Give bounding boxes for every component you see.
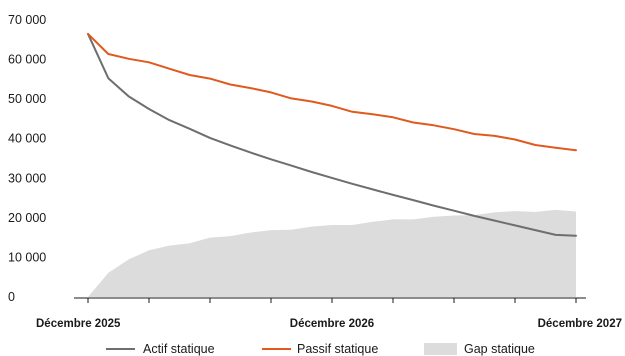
legend-label: Passif statique [297,342,378,356]
legend-item-passif-statique: Passif statique [262,342,378,356]
legend-label: Actif statique [143,342,215,356]
legend-swatch [424,343,457,355]
legend: Actif statique Passif statique Gap statiqu… [106,342,535,356]
line-layer [87,32,577,237]
x-tick-label: Décembre 2026 [290,318,374,330]
passif-statique-line [87,32,577,152]
x-tick-label: Décembre 2027 [538,318,622,330]
y-tick-label: 40 000 [8,132,46,146]
x-axis-labels: Décembre 2025 Décembre 2026 Décembre 2027 [36,318,622,330]
y-tick-label: 10 000 [8,250,46,264]
y-tick-label: 30 000 [8,171,46,185]
y-tick-label: 60 000 [8,53,46,67]
y-tick-label: 70 000 [8,13,46,27]
area-layer [88,209,576,297]
actif-statique-line [87,32,577,237]
legend-item-gap-statique: Gap statique [424,342,535,356]
x-tick-label: Décembre 2025 [36,318,121,330]
y-tick-label: 0 [8,290,15,304]
legend-label: Gap statique [464,342,535,356]
y-axis-ticks: 0 10 000 20 000 30 000 40 000 50 000 60 000 70 … [8,13,46,304]
x-axis [74,297,586,303]
gap-statique-area [88,209,576,297]
y-tick-label: 50 000 [8,92,46,106]
legend-item-actif-statique: Actif statique [106,342,215,356]
y-tick-label: 20 000 [8,211,46,225]
